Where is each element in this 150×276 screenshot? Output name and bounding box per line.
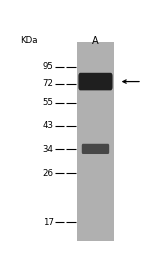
FancyBboxPatch shape xyxy=(82,144,109,154)
Text: 95: 95 xyxy=(43,62,54,71)
Text: 26: 26 xyxy=(43,169,54,178)
FancyBboxPatch shape xyxy=(78,73,112,90)
Text: 72: 72 xyxy=(43,79,54,88)
Text: 55: 55 xyxy=(43,98,54,107)
Bar xyxy=(77,42,114,242)
Text: 43: 43 xyxy=(43,121,54,130)
Text: A: A xyxy=(92,36,99,46)
Text: KDa: KDa xyxy=(20,36,37,45)
Text: 34: 34 xyxy=(43,145,54,154)
Text: 17: 17 xyxy=(43,218,54,227)
